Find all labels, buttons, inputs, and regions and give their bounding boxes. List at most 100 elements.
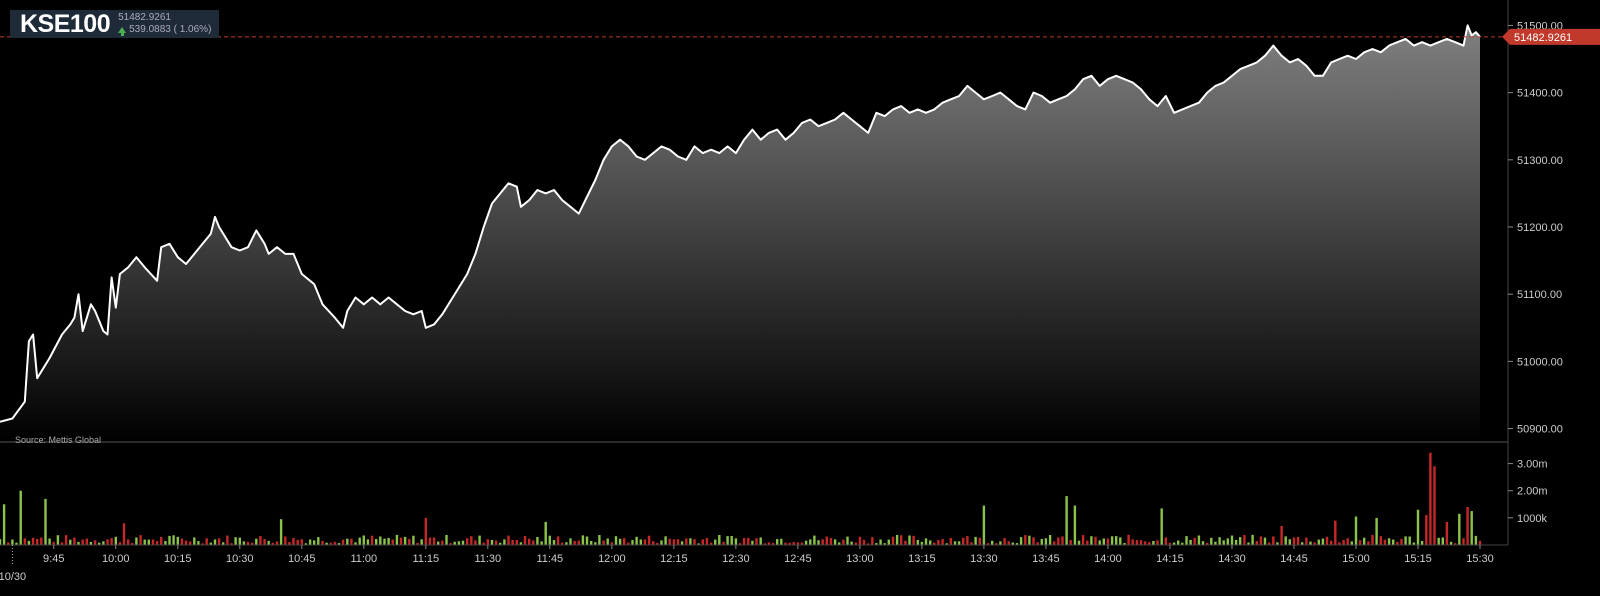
volume-bar — [1458, 513, 1461, 545]
x-tick-label: 11:00 — [350, 553, 377, 565]
volume-bar — [238, 537, 241, 545]
volume-bar — [809, 539, 812, 545]
volume-bar — [1441, 537, 1444, 545]
x-tick-label: 10:30 — [226, 553, 254, 565]
volume-bar — [259, 536, 262, 545]
volume-bar — [31, 537, 35, 545]
last-price-tag — [1502, 28, 1600, 45]
y-tick-label: 51100.00 — [1517, 289, 1562, 301]
volume-bar — [680, 541, 684, 545]
volume-bar — [222, 542, 225, 545]
volume-bar — [1437, 537, 1440, 545]
volume-bar — [93, 540, 97, 545]
volume-bar — [445, 535, 448, 545]
volume-bar — [887, 539, 890, 545]
volume-bar — [776, 539, 779, 545]
volume-bar — [829, 538, 833, 545]
volume-bar — [164, 541, 167, 545]
volume-bar — [528, 538, 531, 545]
volume-bar — [391, 539, 394, 545]
volume-bar — [1263, 537, 1267, 545]
volume-bar — [1032, 537, 1035, 545]
x-tick-label: 15:15 — [1404, 553, 1432, 565]
volume-bar — [106, 539, 109, 545]
volume-bar — [217, 538, 221, 545]
volume-bar — [1392, 539, 1395, 545]
volume-bar — [40, 537, 43, 545]
volume-bar — [127, 539, 130, 545]
x-tick-label: 13:00 — [846, 553, 874, 565]
volume-bar — [838, 542, 841, 545]
volume-bar — [763, 543, 766, 545]
volume-bar — [833, 539, 837, 545]
volume-bar — [676, 539, 680, 545]
volume-bar — [1367, 541, 1370, 545]
volume-bar — [635, 536, 638, 545]
volume-bar — [519, 542, 523, 545]
volume-bar — [714, 539, 717, 545]
volume-bar — [1313, 542, 1316, 545]
volume-bar — [594, 542, 597, 545]
x-tick-label: 12:00 — [598, 553, 626, 565]
volume-bar — [1214, 541, 1217, 545]
volume-bar — [437, 541, 440, 545]
volume-tick-label: 3.00m — [1517, 459, 1548, 471]
volume-bar — [1065, 496, 1068, 545]
volume-bar — [1019, 537, 1023, 545]
volume-bar — [1152, 541, 1155, 545]
volume-bar — [1296, 537, 1300, 545]
volume-bar — [234, 537, 237, 545]
volume-bar — [1292, 537, 1296, 545]
volume-bar — [813, 535, 816, 545]
volume-bar — [561, 542, 564, 545]
volume-bars — [0, 452, 1482, 545]
volume-bar — [1375, 517, 1378, 545]
volume-bar — [1073, 505, 1077, 545]
volume-bar — [482, 542, 485, 545]
volume-bar — [1094, 536, 1097, 545]
price-area — [0, 24, 1481, 443]
volume-bar — [1110, 536, 1114, 545]
volume-bar — [155, 541, 159, 545]
volume-bar — [953, 541, 957, 545]
volume-bar — [1015, 543, 1019, 545]
volume-bar — [569, 538, 572, 545]
volume-bar — [1268, 542, 1271, 545]
volume-bar — [986, 543, 990, 545]
volume-bar — [246, 541, 250, 545]
volume-bar — [408, 539, 411, 545]
x-tick-label: 14:30 — [1218, 553, 1246, 565]
volume-bar — [1317, 539, 1320, 545]
volume-bar — [598, 535, 601, 545]
volume-bar — [15, 542, 18, 545]
x-tick-label: 10:15 — [164, 553, 192, 565]
volume-bar — [474, 540, 477, 545]
volume-bar — [395, 534, 399, 545]
volume-bar — [193, 537, 196, 545]
volume-bar — [742, 538, 746, 545]
volume-bar — [461, 540, 465, 545]
volume-bar — [449, 543, 452, 545]
volume-bar — [1069, 540, 1072, 545]
volume-bar — [949, 538, 952, 545]
volume-bar — [532, 540, 535, 545]
volume-bar — [242, 541, 246, 545]
volume-bar — [1044, 538, 1048, 545]
volume-bar — [453, 541, 456, 545]
volume-bar — [660, 540, 663, 545]
volume-bar — [668, 538, 671, 545]
volume-bar — [924, 538, 928, 545]
y-tick-label: 50900.00 — [1517, 424, 1563, 436]
volume-bar — [1429, 452, 1432, 545]
volume-bar — [1143, 541, 1147, 545]
volume-bar — [908, 535, 911, 545]
volume-bar — [875, 543, 878, 545]
volume-bar — [1077, 540, 1081, 545]
volume-bar — [1454, 543, 1457, 545]
volume-bar — [1123, 543, 1126, 545]
volume-bar — [1338, 542, 1341, 545]
volume-bar — [56, 535, 60, 545]
volume-bar — [726, 536, 729, 545]
volume-bar — [168, 535, 171, 545]
